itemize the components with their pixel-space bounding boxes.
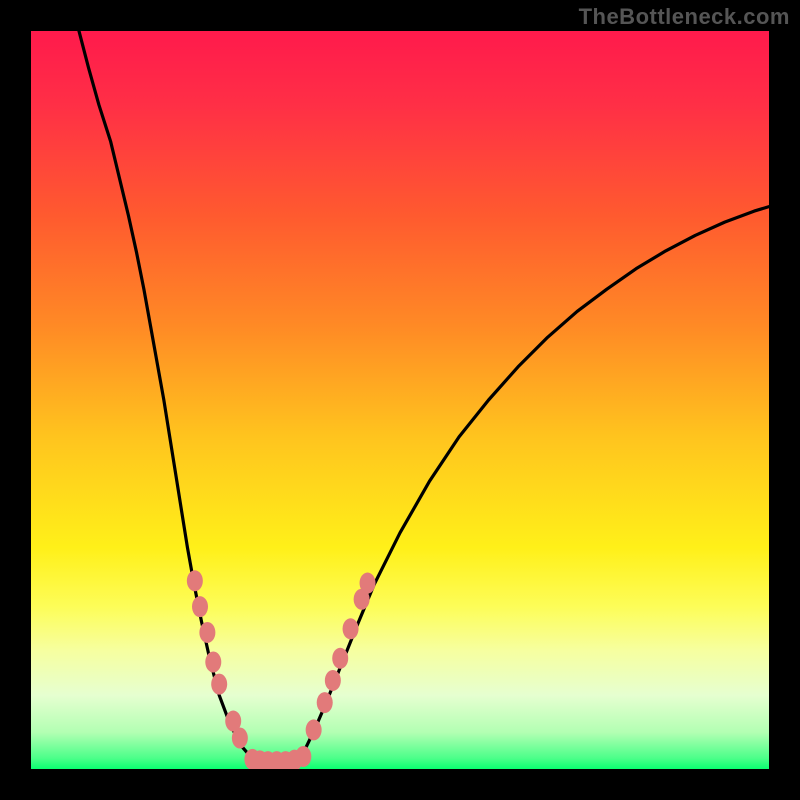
chart-container: TheBottleneck.com: [0, 0, 800, 800]
data-marker: [199, 622, 215, 643]
data-marker: [192, 596, 208, 617]
data-marker: [343, 618, 359, 639]
data-marker: [205, 651, 221, 672]
data-marker: [332, 648, 348, 669]
data-marker: [325, 670, 341, 691]
data-marker: [187, 570, 203, 591]
data-marker: [317, 692, 333, 713]
data-marker: [360, 573, 376, 594]
data-marker: [232, 728, 248, 749]
data-marker: [306, 719, 322, 740]
gradient-background: [31, 31, 769, 769]
chart-svg: [31, 31, 769, 769]
watermark-text: TheBottleneck.com: [579, 4, 790, 30]
data-marker: [211, 674, 227, 695]
data-marker: [295, 746, 311, 767]
plot-area: [31, 31, 769, 769]
